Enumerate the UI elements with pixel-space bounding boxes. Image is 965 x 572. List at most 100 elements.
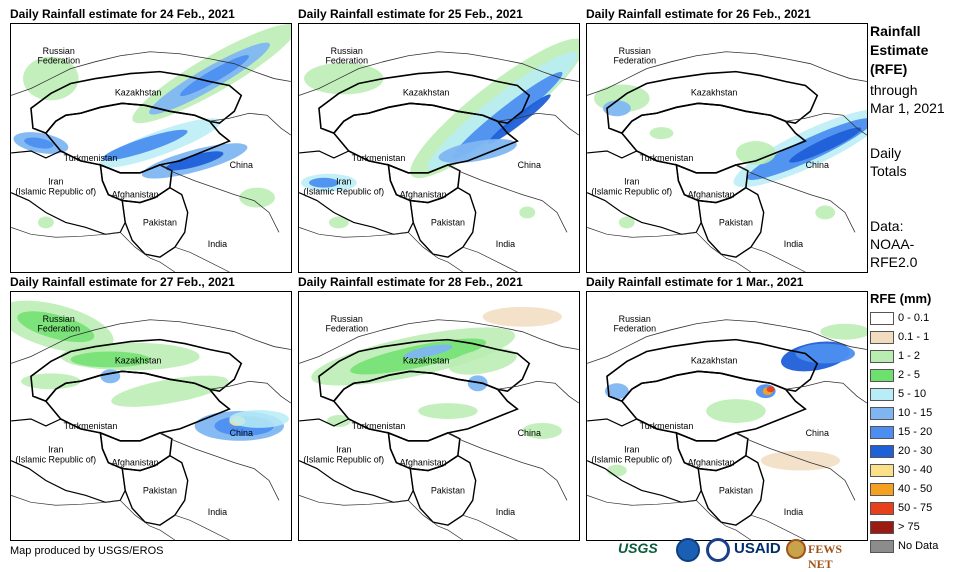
label-iran: (Islamic Republic of) — [591, 455, 672, 465]
label-pakistan: Pakistan — [719, 217, 753, 227]
label-afghanistan: Afghanistan — [400, 458, 447, 468]
rainfall-area — [448, 348, 517, 375]
label-china: China — [230, 428, 253, 438]
panel-3: Daily Rainfall estimate for 26 Feb., 202… — [586, 7, 868, 273]
legend-swatch — [870, 521, 894, 534]
label-russia: Federation — [37, 324, 80, 334]
border-line — [409, 186, 477, 258]
panel-6: Daily Rainfall estimate for 1 Mar., 2021… — [586, 275, 868, 541]
border-line — [299, 319, 579, 364]
border-line — [11, 227, 176, 272]
legend-label: 2 - 5 — [898, 369, 921, 381]
label-china: China — [806, 428, 829, 438]
rainfall-area — [438, 139, 517, 163]
rainfall-area — [403, 344, 453, 359]
border-line — [750, 514, 806, 540]
border-line — [587, 51, 867, 96]
label-russia: Russian — [331, 314, 363, 324]
panel-2: Daily Rainfall estimate for 25 Feb., 202… — [298, 7, 580, 273]
label-iran: (Islamic Republic of) — [303, 187, 384, 197]
label-turkmenistan: Turkmenistan — [640, 421, 694, 431]
country-borders — [11, 319, 291, 540]
border-line — [159, 380, 291, 501]
fews-net-logo: FEWS NET — [808, 542, 843, 571]
sidebar-title-line1: Rainfall — [870, 23, 921, 39]
border-line — [299, 51, 579, 96]
rainfall-area — [482, 306, 563, 327]
border-line — [697, 186, 765, 258]
label-india: India — [208, 507, 227, 517]
border-line — [11, 319, 291, 364]
label-russia: Federation — [613, 56, 656, 66]
rainfall-area — [789, 127, 862, 163]
label-turkmenistan: Turkmenistan — [640, 153, 694, 163]
legend-label: 15 - 20 — [898, 426, 933, 438]
panel-title: Daily Rainfall estimate for 24 Feb., 202… — [10, 7, 235, 21]
rainfall-area — [603, 100, 631, 117]
country-borders — [587, 319, 867, 540]
label-russia: Federation — [325, 324, 368, 334]
rainfall-map: Russian Federation Kazakhstan Turkmenistan I… — [586, 291, 868, 541]
rainfall-layer — [594, 84, 867, 229]
legend-label: 5 - 10 — [898, 388, 927, 400]
legend-label: > 75 — [898, 521, 920, 533]
label-afghanistan: Afghanistan — [400, 190, 447, 200]
usaid-logo: USAID — [734, 540, 781, 557]
border-line — [11, 418, 126, 503]
label-china: China — [518, 160, 541, 170]
label-india: India — [496, 507, 515, 517]
border-line — [174, 246, 230, 272]
label-china: China — [230, 160, 253, 170]
rainfall-area — [70, 351, 151, 368]
border-line — [299, 418, 414, 503]
rainfall-map: Russian Federation Kazakhstan Turkmenistan I… — [298, 291, 580, 541]
legend-label: 0.1 - 1 — [898, 331, 930, 343]
rainfall-area — [522, 422, 563, 439]
rainfall-map: Russian Federation Kazakhstan Turkmenistan I… — [298, 23, 580, 273]
label-pakistan: Pakistan — [719, 485, 753, 495]
label-afghanistan: Afghanistan — [112, 190, 159, 200]
label-russia: Federation — [325, 56, 368, 66]
label-kazakhstan: Kazakhstan — [691, 355, 738, 365]
panel-title: Daily Rainfall estimate for 1 Mar., 2021 — [586, 275, 804, 289]
rainfall-area — [179, 55, 249, 97]
label-china: China — [518, 428, 541, 438]
label-russia: Federation — [613, 324, 656, 334]
label-turkmenistan: Turkmenistan — [352, 421, 406, 431]
label-pakistan: Pakistan — [143, 217, 177, 227]
fews-net-icon — [786, 539, 806, 559]
label-iran: Iran — [48, 177, 63, 187]
country-borders — [587, 51, 867, 272]
state-seal-icon — [706, 538, 730, 562]
label-kazakhstan: Kazakhstan — [403, 355, 450, 365]
label-iran: Iran — [336, 177, 351, 187]
border-line — [697, 454, 765, 526]
rainfall-map: Russian Federation Kazakhstan Turkmenistan I… — [10, 23, 292, 273]
rainfall-area — [165, 151, 224, 171]
panel-5: Daily Rainfall estimate for 28 Feb., 202… — [298, 275, 580, 541]
label-turkmenistan: Turkmenistan — [352, 153, 406, 163]
rainfall-area — [820, 323, 867, 340]
border-line — [462, 246, 518, 272]
label-china: China — [806, 160, 829, 170]
legend-label: 30 - 40 — [898, 464, 933, 476]
label-iran: Iran — [336, 445, 351, 455]
border-line — [606, 338, 819, 403]
panel-4: Daily Rainfall estimate for 27 Feb., 202… — [10, 275, 292, 541]
label-iran: (Islamic Republic of) — [15, 455, 96, 465]
label-india: India — [496, 239, 515, 249]
legend-title: RFE (mm) — [870, 291, 932, 306]
border-line — [299, 495, 464, 540]
rainfall-area — [111, 375, 229, 407]
rainfall-layer — [301, 38, 579, 229]
border-line — [174, 514, 230, 540]
label-kazakhstan: Kazakhstan — [403, 87, 450, 97]
label-pakistan: Pakistan — [143, 485, 177, 495]
label-russia: Russian — [619, 314, 651, 324]
label-india: India — [784, 239, 803, 249]
legend-swatch — [870, 331, 894, 344]
label-afghanistan: Afghanistan — [688, 190, 735, 200]
border-line — [750, 246, 806, 272]
border-line — [447, 112, 579, 233]
legend-swatch — [870, 540, 894, 553]
